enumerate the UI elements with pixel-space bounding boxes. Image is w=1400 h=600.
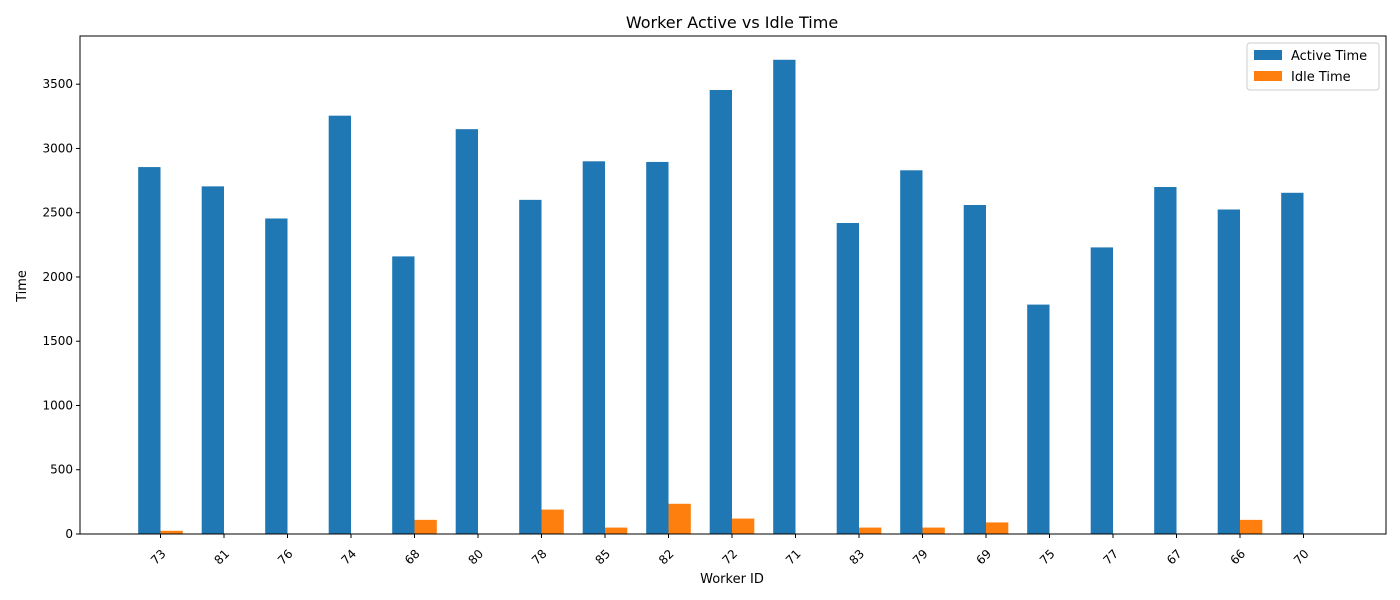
active-time-bar-76	[265, 218, 288, 534]
active-time-bar-81	[201, 186, 224, 534]
legend-label-idle-time: Idle Time	[1291, 70, 1351, 85]
y-tick-label: 2500	[42, 206, 73, 220]
active-time-bar-73	[138, 167, 161, 534]
idle-time-bar-72	[732, 518, 755, 534]
y-tick-label: 3000	[42, 141, 73, 155]
active-time-bar-83	[836, 222, 859, 534]
active-time-bar-77	[1090, 247, 1113, 534]
active-time-bar-69	[963, 204, 986, 534]
idle-time-bar-82	[668, 503, 691, 534]
active-time-bar-74	[328, 115, 351, 535]
active-time-bar-68	[392, 256, 415, 534]
legend-label-active-time: Active Time	[1291, 49, 1367, 64]
active-time-bar-85	[582, 161, 605, 534]
idle-time-bar-85	[605, 527, 628, 534]
idle-time-bar-69	[986, 522, 1009, 534]
idle-time-bar-66	[1240, 519, 1263, 534]
active-time-bar-71	[773, 59, 796, 534]
plot-frame	[79, 35, 1387, 535]
chart-title: Worker Active vs Idle Time	[626, 13, 838, 32]
active-time-bar-66	[1217, 209, 1240, 535]
idle-time-bar-83	[859, 527, 882, 534]
y-axis-label: Time	[15, 270, 30, 303]
active-time-bar-82	[646, 161, 669, 534]
active-time-bar-79	[900, 170, 923, 534]
idle-time-bar-79	[922, 527, 945, 534]
y-tick-label: 500	[50, 463, 73, 477]
active-time-bar-80	[455, 129, 478, 534]
x-axis-label: Worker ID	[700, 572, 764, 587]
active-time-bar-70	[1281, 192, 1304, 534]
y-tick-label: 1000	[42, 398, 73, 412]
idle-time-bar-78	[541, 509, 564, 534]
active-time-bar-78	[519, 199, 542, 534]
active-time-bar-72	[709, 89, 732, 534]
y-tick-label: 0	[65, 527, 73, 541]
legend-swatch-idle-time	[1254, 71, 1282, 81]
y-tick-label: 3500	[42, 77, 73, 91]
y-axis: 0 500 1000 1500 2000 2500 3000 3500	[42, 77, 80, 541]
plot-area	[79, 35, 1387, 535]
legend-swatch-active-time	[1254, 50, 1282, 60]
y-tick-label: 1500	[42, 334, 73, 348]
y-tick-label: 2000	[42, 270, 73, 284]
legend: Active Time Idle Time	[1246, 42, 1380, 91]
idle-time-bar-68	[414, 519, 437, 534]
active-time-bar-75	[1027, 304, 1050, 534]
idle-time-bar-73	[160, 530, 183, 534]
active-time-bar-67	[1154, 187, 1177, 534]
